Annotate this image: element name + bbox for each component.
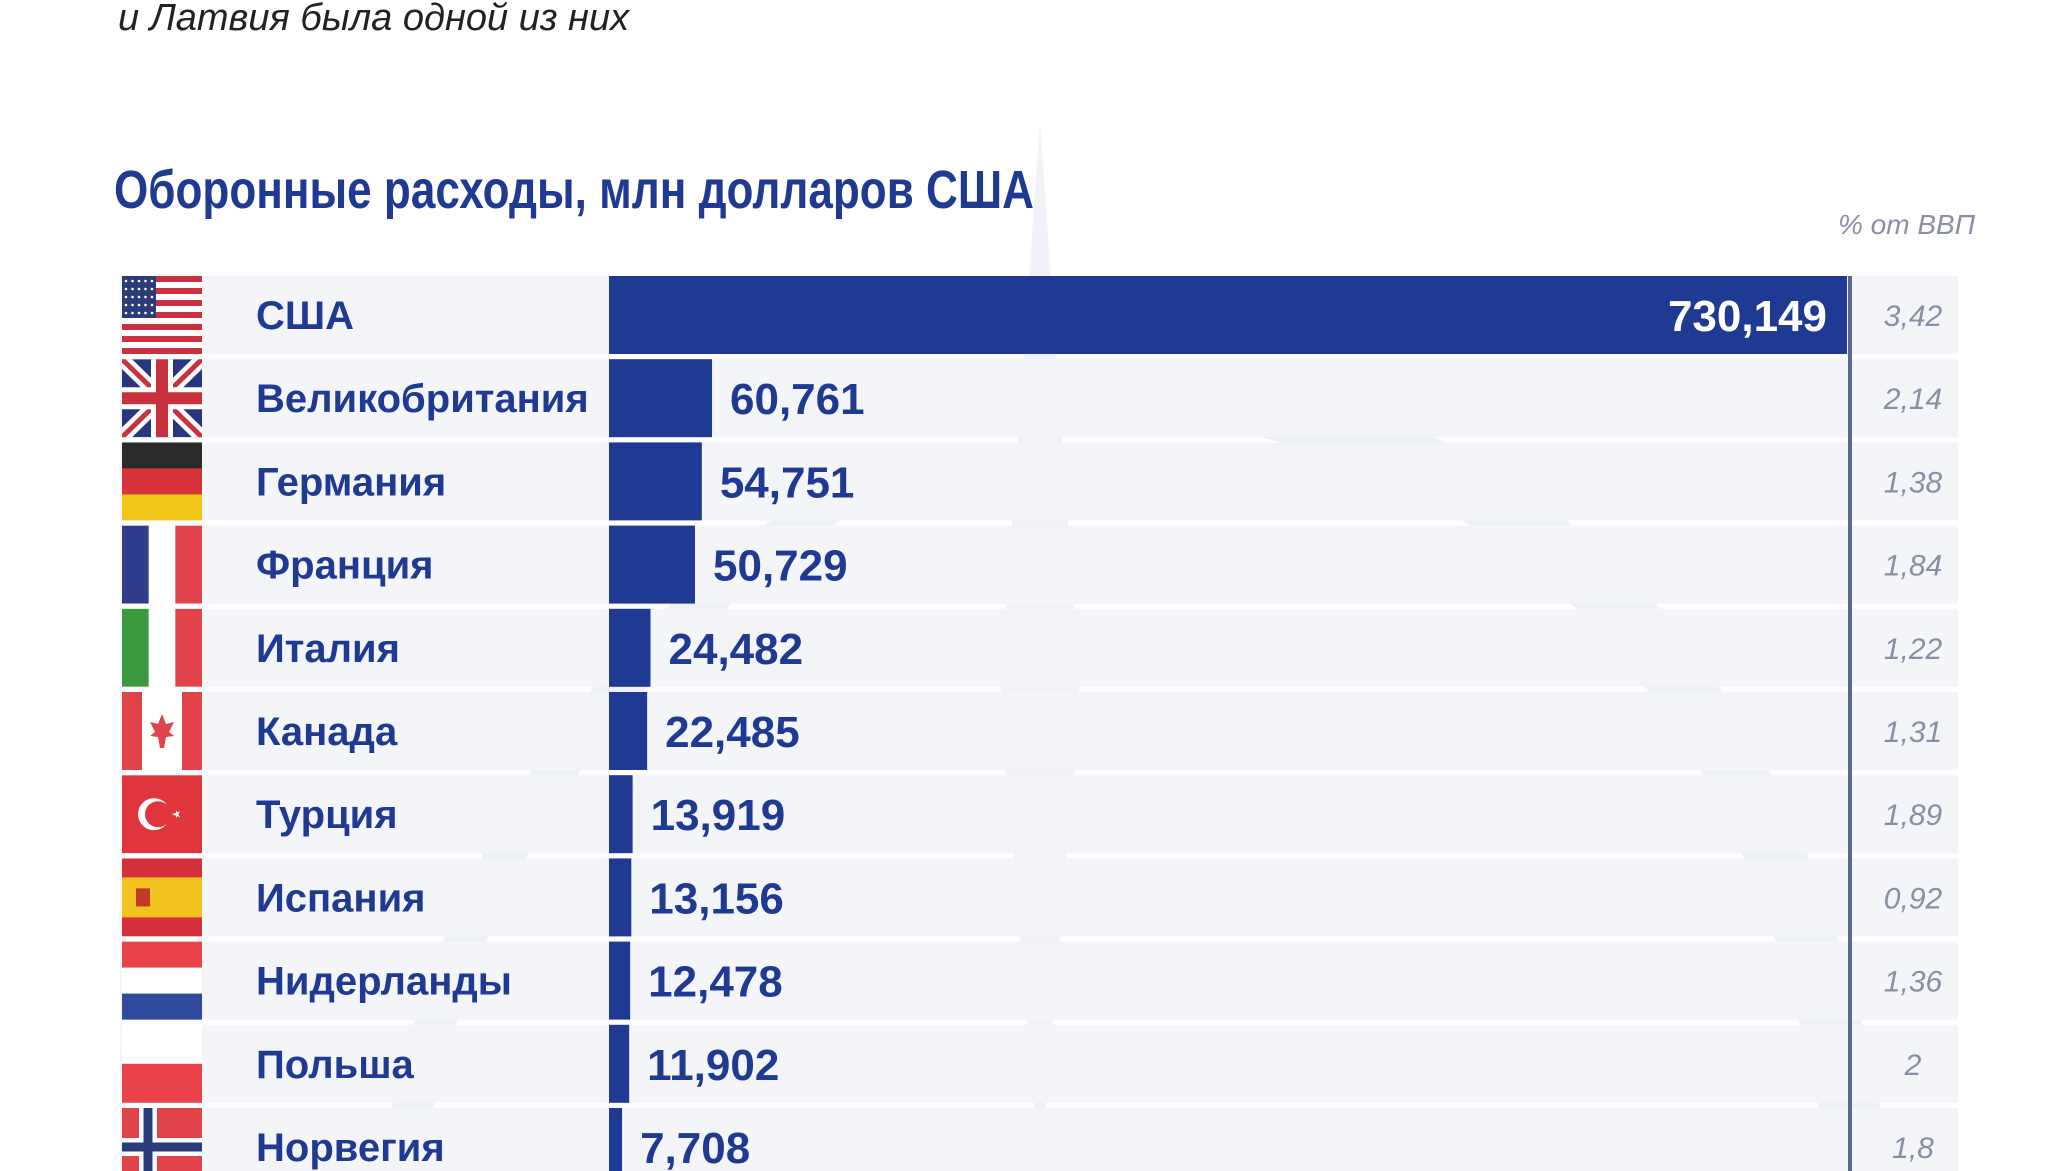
bar [609,692,648,770]
category-label: Польша [256,1043,415,1087]
bar [609,775,633,854]
gdp-share-label: 2 [1904,1049,1922,1082]
gdp-share-label: 2,14 [1883,383,1942,416]
flag-italy-icon [122,608,202,687]
gdp-share-label: 0,92 [1884,882,1943,915]
category-label: Нидерланды [256,960,512,1004]
bar [609,608,651,687]
category-label: Германия [256,460,446,504]
gdp-share-label: 1,89 [1884,799,1943,832]
gdp-share-label: 1,31 [1884,716,1942,749]
row-background [120,941,1958,1020]
bar [609,442,702,521]
category-label: Норвегия [256,1126,445,1170]
chart-rows: США 730,149 3,42 Великобритания 60,761 2,14 Ге… [120,276,1958,1171]
flag-usa-icon [122,276,202,354]
bar-value-label: 60,761 [730,375,865,424]
chart-type: bar [0,0,1,1]
category-label: Турция [256,793,398,837]
bar [609,359,713,438]
gdp-column-header: % от ВВП [1838,209,1976,240]
gdp-share-label: 1,84 [1884,550,1942,583]
bar-value-label: 11,902 [647,1041,779,1090]
flag-poland-icon [122,1024,202,1103]
bar-value-label: 12,478 [648,958,783,1007]
bar-value-label: 13,156 [649,874,784,923]
row-background [120,359,1958,438]
bar [609,525,696,604]
flag-norway-icon [122,1108,202,1171]
category-label: США [256,294,354,338]
row-background [120,858,1958,937]
chart-row: Норвегия 7,708 1,8 [120,1108,1958,1171]
gdp-share-label: 1,38 [1884,466,1943,499]
flag-france-icon [122,525,202,604]
chart-title: Оборонные расходы, млн долларов США [114,160,1034,220]
flag-spain-icon [122,858,202,937]
category-label: Италия [256,627,400,671]
gdp-share-label: 3,42 [1884,300,1943,333]
category-label: Франция [256,544,434,588]
chart-row: Германия 54,751 1,38 [120,442,1958,521]
flag-germany-icon [122,442,202,521]
bar [609,858,632,937]
row-background [120,1108,1958,1171]
gdp-share-label: 1,36 [1884,966,1943,999]
bar-value-label: 13,919 [651,791,786,840]
row-background [120,692,1958,770]
chart-row: США 730,149 3,42 [120,276,1958,354]
bar-value-label: 54,751 [720,458,855,507]
bar-value-label: 7,708 [640,1124,750,1171]
category-label: Великобритания [256,377,589,421]
bar-value-label: 22,485 [665,708,800,757]
bar-value-label: 730,149 [1668,292,1827,341]
bar [609,1108,623,1171]
row-background [120,775,1958,854]
flag-canada-icon [122,692,202,770]
gdp-share-label: 1,22 [1884,633,1943,666]
row-background [120,525,1958,604]
chart-row: Нидерланды 12,478 1,36 [120,941,1958,1020]
category-label: Канада [256,710,398,754]
bar-value-label: 50,729 [713,542,848,591]
category-label: Испания [256,876,426,920]
bar [609,941,631,1020]
intro-text: и Латвия была одной из них [118,0,631,39]
bar [609,1024,630,1103]
flag-netherlands-icon [122,941,202,1020]
bar-value-label: 24,482 [669,625,804,674]
flag-uk-icon [122,359,202,438]
chart-values-text: bar horizontal none [0,0,1,1]
row-background [120,442,1958,521]
chart-row: Польша 11,902 2 [120,1024,1958,1103]
row-background [120,608,1958,687]
bar [609,276,1847,354]
chart-row: Франция 50,729 1,84 [120,525,1958,604]
row-background [120,1024,1958,1103]
chart-row: Турция 13,919 1,89 [120,775,1958,854]
chart-row: Испания 13,156 0,92 [120,858,1958,937]
gdp-share-label: 1,8 [1892,1132,1934,1165]
chart-row: Италия 24,482 1,22 [120,608,1958,687]
chart-row: Великобритания 60,761 2,14 [120,359,1958,438]
flag-turkey-icon [122,775,202,854]
chart-row: Канада 22,485 1,31 [120,692,1958,770]
